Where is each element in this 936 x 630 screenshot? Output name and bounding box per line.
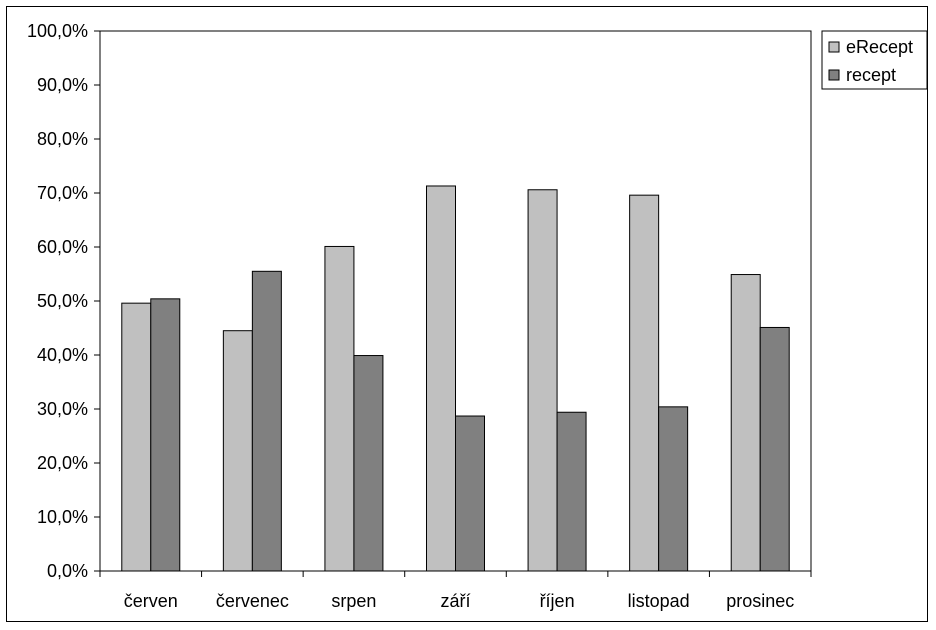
- y-tick-label: 60,0%: [37, 237, 88, 257]
- bar-erecept: [527, 189, 558, 572]
- legend-label-recept: recept: [846, 65, 896, 85]
- bar-recept: [658, 406, 689, 572]
- y-tick-label: 10,0%: [37, 507, 88, 527]
- x-tick-label: listopad: [628, 591, 690, 611]
- y-tick-label: 40,0%: [37, 345, 88, 365]
- bar-recept: [150, 298, 181, 572]
- bar-erecept: [222, 330, 253, 572]
- y-tick-label: 20,0%: [37, 453, 88, 473]
- bar-recept: [251, 270, 282, 572]
- legend-swatch-recept: [828, 69, 840, 81]
- bar-erecept: [730, 274, 761, 572]
- y-tick-label: 0,0%: [47, 561, 88, 581]
- y-tick-label: 100,0%: [27, 21, 88, 41]
- y-tick-label: 90,0%: [37, 75, 88, 95]
- x-tick-label: září: [440, 591, 470, 611]
- bar-recept: [556, 411, 587, 572]
- y-axis: 0,0% 10,0% 20,0% 30,0% 40,0% 50,0% 60,0% 70,0% 8…: [27, 21, 101, 581]
- bar-recept: [759, 326, 790, 572]
- x-tick-label: říjen: [540, 591, 575, 611]
- x-tick-label: srpen: [331, 591, 376, 611]
- bar-recept: [353, 355, 384, 572]
- legend-label-erecept: eRecept: [846, 37, 913, 57]
- x-tick-label: červen: [124, 591, 178, 611]
- bar-erecept: [629, 194, 660, 572]
- bar-recept: [455, 415, 485, 572]
- y-tick-label: 50,0%: [37, 291, 88, 311]
- bars: [121, 185, 790, 572]
- y-tick-label: 80,0%: [37, 129, 88, 149]
- legend: eRecept recept: [821, 30, 928, 90]
- y-tick-label: 70,0%: [37, 183, 88, 203]
- x-axis: červen červenec srpen září říjen listopad pros…: [99, 570, 812, 611]
- y-tick-label: 30,0%: [37, 399, 88, 419]
- legend-swatch-erecept: [828, 41, 840, 53]
- bar-erecept: [426, 185, 456, 572]
- x-tick-label: prosinec: [726, 591, 794, 611]
- x-tick-label: červenec: [216, 591, 289, 611]
- bar-erecept: [324, 245, 355, 572]
- bar-erecept: [121, 302, 152, 572]
